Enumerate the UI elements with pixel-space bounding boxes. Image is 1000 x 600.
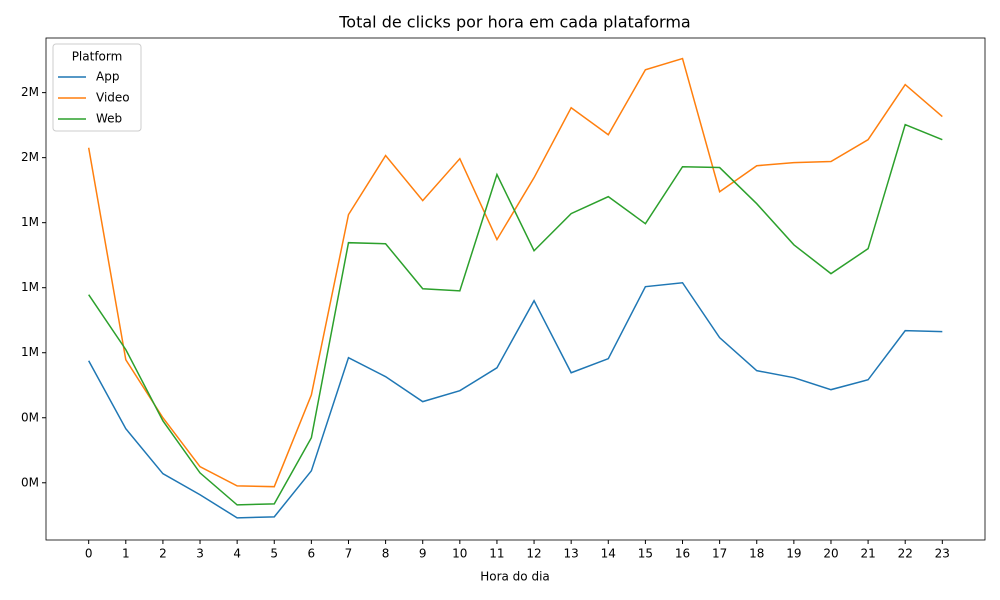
x-tick-label: 9: [419, 547, 427, 561]
legend-box: [52, 43, 142, 132]
series-line: [88, 281, 943, 519]
x-tick-label: 10: [452, 547, 467, 561]
legend-title: Platform: [72, 50, 123, 64]
x-tick-label: 18: [749, 547, 764, 561]
x-tick-label: 23: [935, 547, 950, 561]
x-tick-label: 22: [898, 547, 913, 561]
legend-label: App: [96, 70, 119, 84]
y-tick-label: 2M: [21, 150, 39, 164]
x-tick-label: 17: [712, 547, 727, 561]
x-tick-label: 1: [122, 547, 130, 561]
x-tick-label: 21: [860, 547, 875, 561]
x-tick-label: 13: [564, 547, 579, 561]
x-tick-label: 5: [270, 547, 278, 561]
y-tick-label: 0M: [21, 410, 39, 424]
legend-label: Video: [96, 91, 130, 105]
x-tick-label: 14: [601, 547, 616, 561]
x-tick-label: 16: [675, 547, 690, 561]
series-line: [88, 123, 943, 506]
x-tick-label: 12: [526, 547, 541, 561]
y-tick-label: 0M: [21, 475, 39, 489]
x-tick-label: 3: [196, 547, 204, 561]
y-tick-label: 2M: [21, 85, 39, 99]
x-tick-label: 20: [823, 547, 838, 561]
y-tick-label: 1M: [21, 280, 39, 294]
x-tick-label: 2: [159, 547, 167, 561]
x-tick-label: 7: [345, 547, 353, 561]
x-tick-label: 0: [85, 547, 93, 561]
series-line: [87, 57, 943, 488]
x-axis-label: Hora do dia: [480, 570, 550, 584]
x-tick-label: 15: [638, 547, 653, 561]
x-tick-label: 8: [382, 547, 390, 561]
y-tick-label: 1M: [21, 215, 39, 229]
x-tick-label: 11: [489, 547, 504, 561]
x-tick-label: 6: [308, 547, 316, 561]
y-tick-label: 1M: [21, 345, 39, 359]
x-tick-label: 19: [786, 547, 801, 561]
x-tick-label: 4: [233, 547, 241, 561]
chart-title: Total de clicks por hora em cada platafo…: [338, 13, 690, 32]
plot-frame: [45, 37, 986, 541]
legend-label: Web: [96, 112, 122, 126]
